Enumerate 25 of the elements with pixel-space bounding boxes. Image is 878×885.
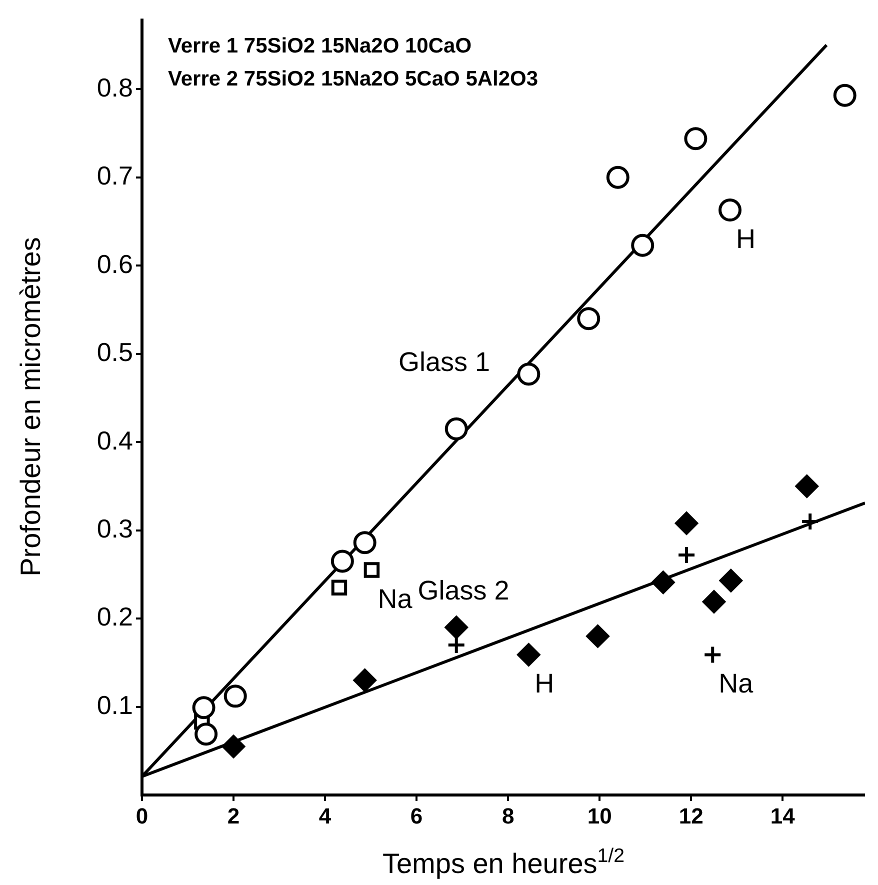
annotation: Verre 2 75SiO2 15Na2O 5CaO 5Al2O3: [168, 68, 538, 91]
x-tick-label: 0: [136, 803, 148, 828]
annotation: Verre 1 75SiO2 15Na2O 10CaO: [168, 34, 472, 58]
y-tick-label: 0.4: [96, 425, 133, 456]
y-axis-title: Profondeur en micromètres: [15, 237, 46, 576]
annotation: Na: [378, 584, 414, 614]
y-tick-label: 0.5: [96, 337, 133, 368]
y-tick-label: 0.3: [96, 513, 133, 544]
series-label: Glass 2: [418, 576, 510, 606]
annotation: H: [736, 224, 756, 254]
x-tick-label: 4: [318, 803, 332, 828]
annotation: Na: [718, 668, 754, 699]
x-tick-label: 12: [678, 803, 704, 828]
series-label: Glass 1: [398, 346, 490, 377]
x-tick-label: 2: [227, 803, 240, 828]
x-tick-label: 6: [410, 803, 423, 828]
y-tick-label: 0.7: [96, 160, 133, 191]
y-tick-label: 0.6: [96, 248, 133, 279]
x-tick-label: 8: [502, 803, 514, 828]
x-tick-label: 14: [770, 803, 796, 828]
y-tick-label: 0.1: [96, 690, 133, 720]
x-tick-label: 10: [587, 803, 612, 828]
y-tick-label: 0.8: [96, 72, 133, 102]
y-tick-label: 0.2: [96, 602, 133, 632]
annotation: H: [534, 668, 554, 699]
